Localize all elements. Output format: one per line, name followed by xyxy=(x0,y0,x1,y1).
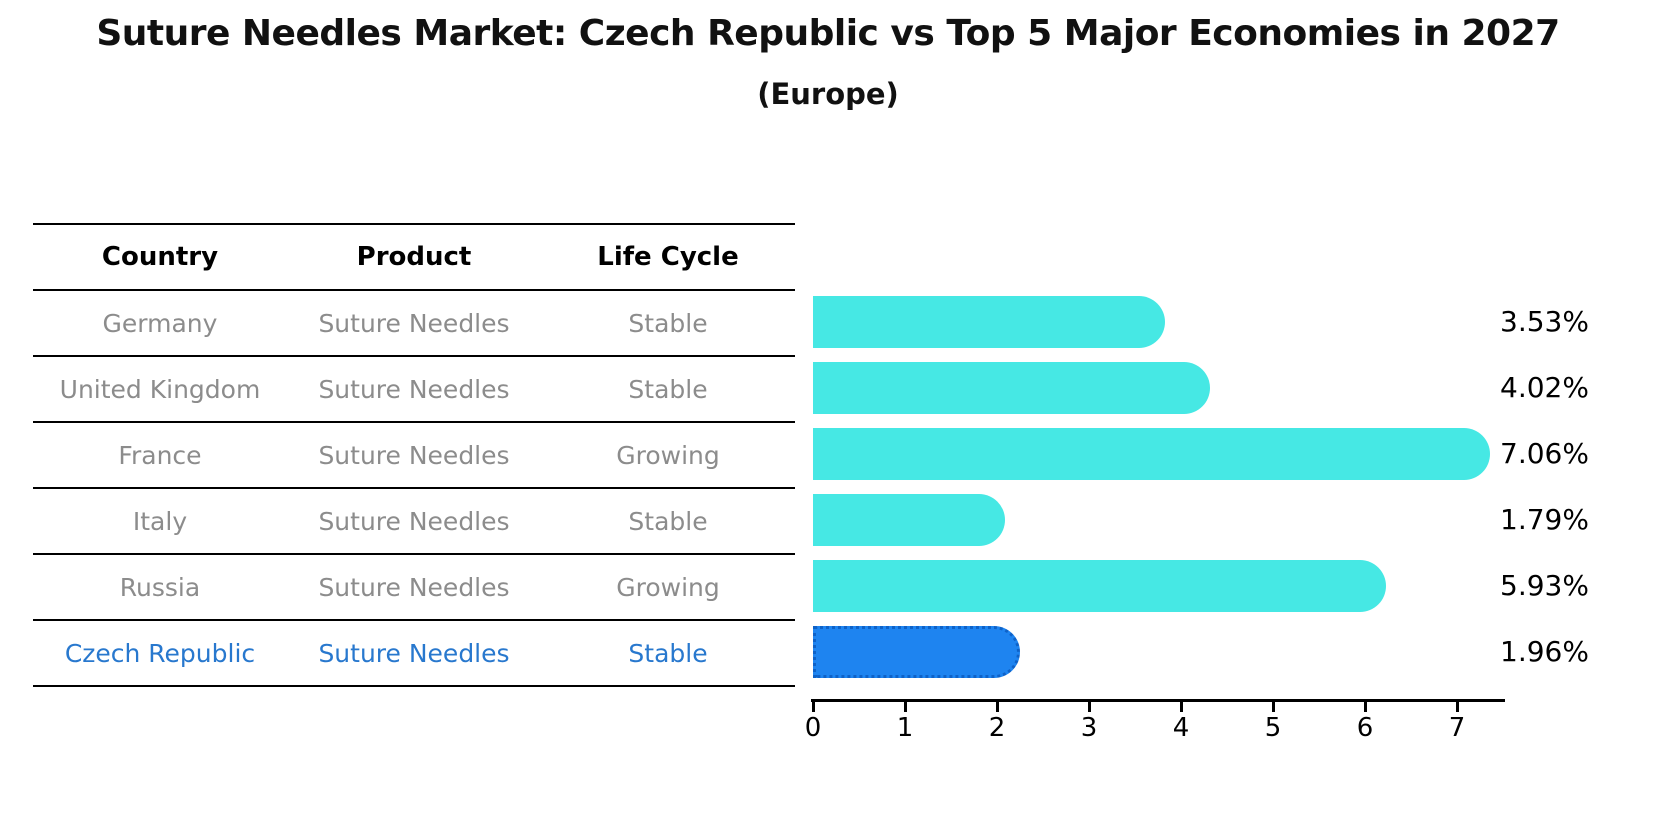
chart-subtitle: (Europe) xyxy=(757,77,899,111)
table-header-row: Country Product Life Cycle xyxy=(33,223,795,291)
table-row: Czech Republic Suture Needles Stable xyxy=(33,621,795,687)
x-axis-tick xyxy=(1088,701,1091,712)
table-cell-life-cycle: Growing xyxy=(616,440,720,470)
bar-value-label: 1.79% xyxy=(1500,503,1589,536)
bar-value-label: 7.06% xyxy=(1500,437,1589,470)
table-cell-product: Suture Needles xyxy=(318,638,510,668)
table-cell-life-cycle: Stable xyxy=(628,308,708,338)
x-axis-tick xyxy=(812,701,815,712)
x-axis-tick-label: 4 xyxy=(1172,713,1190,743)
x-axis-tick xyxy=(904,701,907,712)
table-cell-product: Suture Needles xyxy=(318,374,510,404)
x-axis-tick xyxy=(996,701,999,712)
bar-value-label: 3.53% xyxy=(1500,305,1589,338)
table-cell-product: Suture Needles xyxy=(318,308,510,338)
table-cell-product: Suture Needles xyxy=(318,506,510,536)
x-axis-tick xyxy=(1364,701,1367,712)
bar-value-label: 1.96% xyxy=(1500,635,1589,668)
bar xyxy=(813,560,1386,612)
x-axis-tick-label: 5 xyxy=(1264,713,1282,743)
x-axis-tick-label: 2 xyxy=(988,713,1006,743)
table-cell-life-cycle: Growing xyxy=(616,572,720,602)
table-cell-country: United Kingdom xyxy=(59,374,261,404)
bar-value-label: 5.93% xyxy=(1500,569,1589,602)
bar xyxy=(813,296,1165,348)
table-cell-life-cycle: Stable xyxy=(628,638,708,668)
table-cell-country: Germany xyxy=(102,308,218,338)
x-axis-tick-label: 1 xyxy=(896,713,914,743)
table-row: France Suture Needles Growing xyxy=(33,423,795,489)
chart-title: Suture Needles Market: Czech Republic vs… xyxy=(96,13,1560,54)
bar xyxy=(813,428,1490,480)
table-row: United Kingdom Suture Needles Stable xyxy=(33,357,795,423)
table-row: Italy Suture Needles Stable xyxy=(33,489,795,555)
x-axis-tick-label: 6 xyxy=(1356,713,1374,743)
table-cell-country: Czech Republic xyxy=(64,638,256,668)
table-cell-product: Suture Needles xyxy=(318,572,510,602)
column-header: Product xyxy=(356,242,472,272)
table-row: Russia Suture Needles Growing xyxy=(33,555,795,621)
table-cell-country: Russia xyxy=(119,572,201,602)
table-cell-country: France xyxy=(118,440,202,470)
column-header: Life Cycle xyxy=(597,242,739,272)
x-axis-tick xyxy=(1180,701,1183,712)
x-axis-tick-label: 7 xyxy=(1448,713,1466,743)
column-header: Country xyxy=(101,242,219,272)
table-row: Germany Suture Needles Stable xyxy=(33,291,795,357)
table-cell-life-cycle: Stable xyxy=(628,506,708,536)
x-axis-tick-label: 0 xyxy=(804,713,822,743)
table-cell-country: Italy xyxy=(132,506,188,536)
table-cell-product: Suture Needles xyxy=(318,440,510,470)
x-axis-tick-label: 3 xyxy=(1080,713,1098,743)
bar xyxy=(813,362,1210,414)
bar-value-label: 4.02% xyxy=(1500,371,1589,404)
x-axis-line xyxy=(811,699,1505,702)
bar xyxy=(813,626,1020,678)
data-table: Country Product Life Cycle Germany Suture N… xyxy=(33,223,795,687)
table-cell-life-cycle: Stable xyxy=(628,374,708,404)
x-axis-tick xyxy=(1272,701,1275,712)
x-axis-tick xyxy=(1456,701,1459,712)
bar xyxy=(813,494,1005,546)
